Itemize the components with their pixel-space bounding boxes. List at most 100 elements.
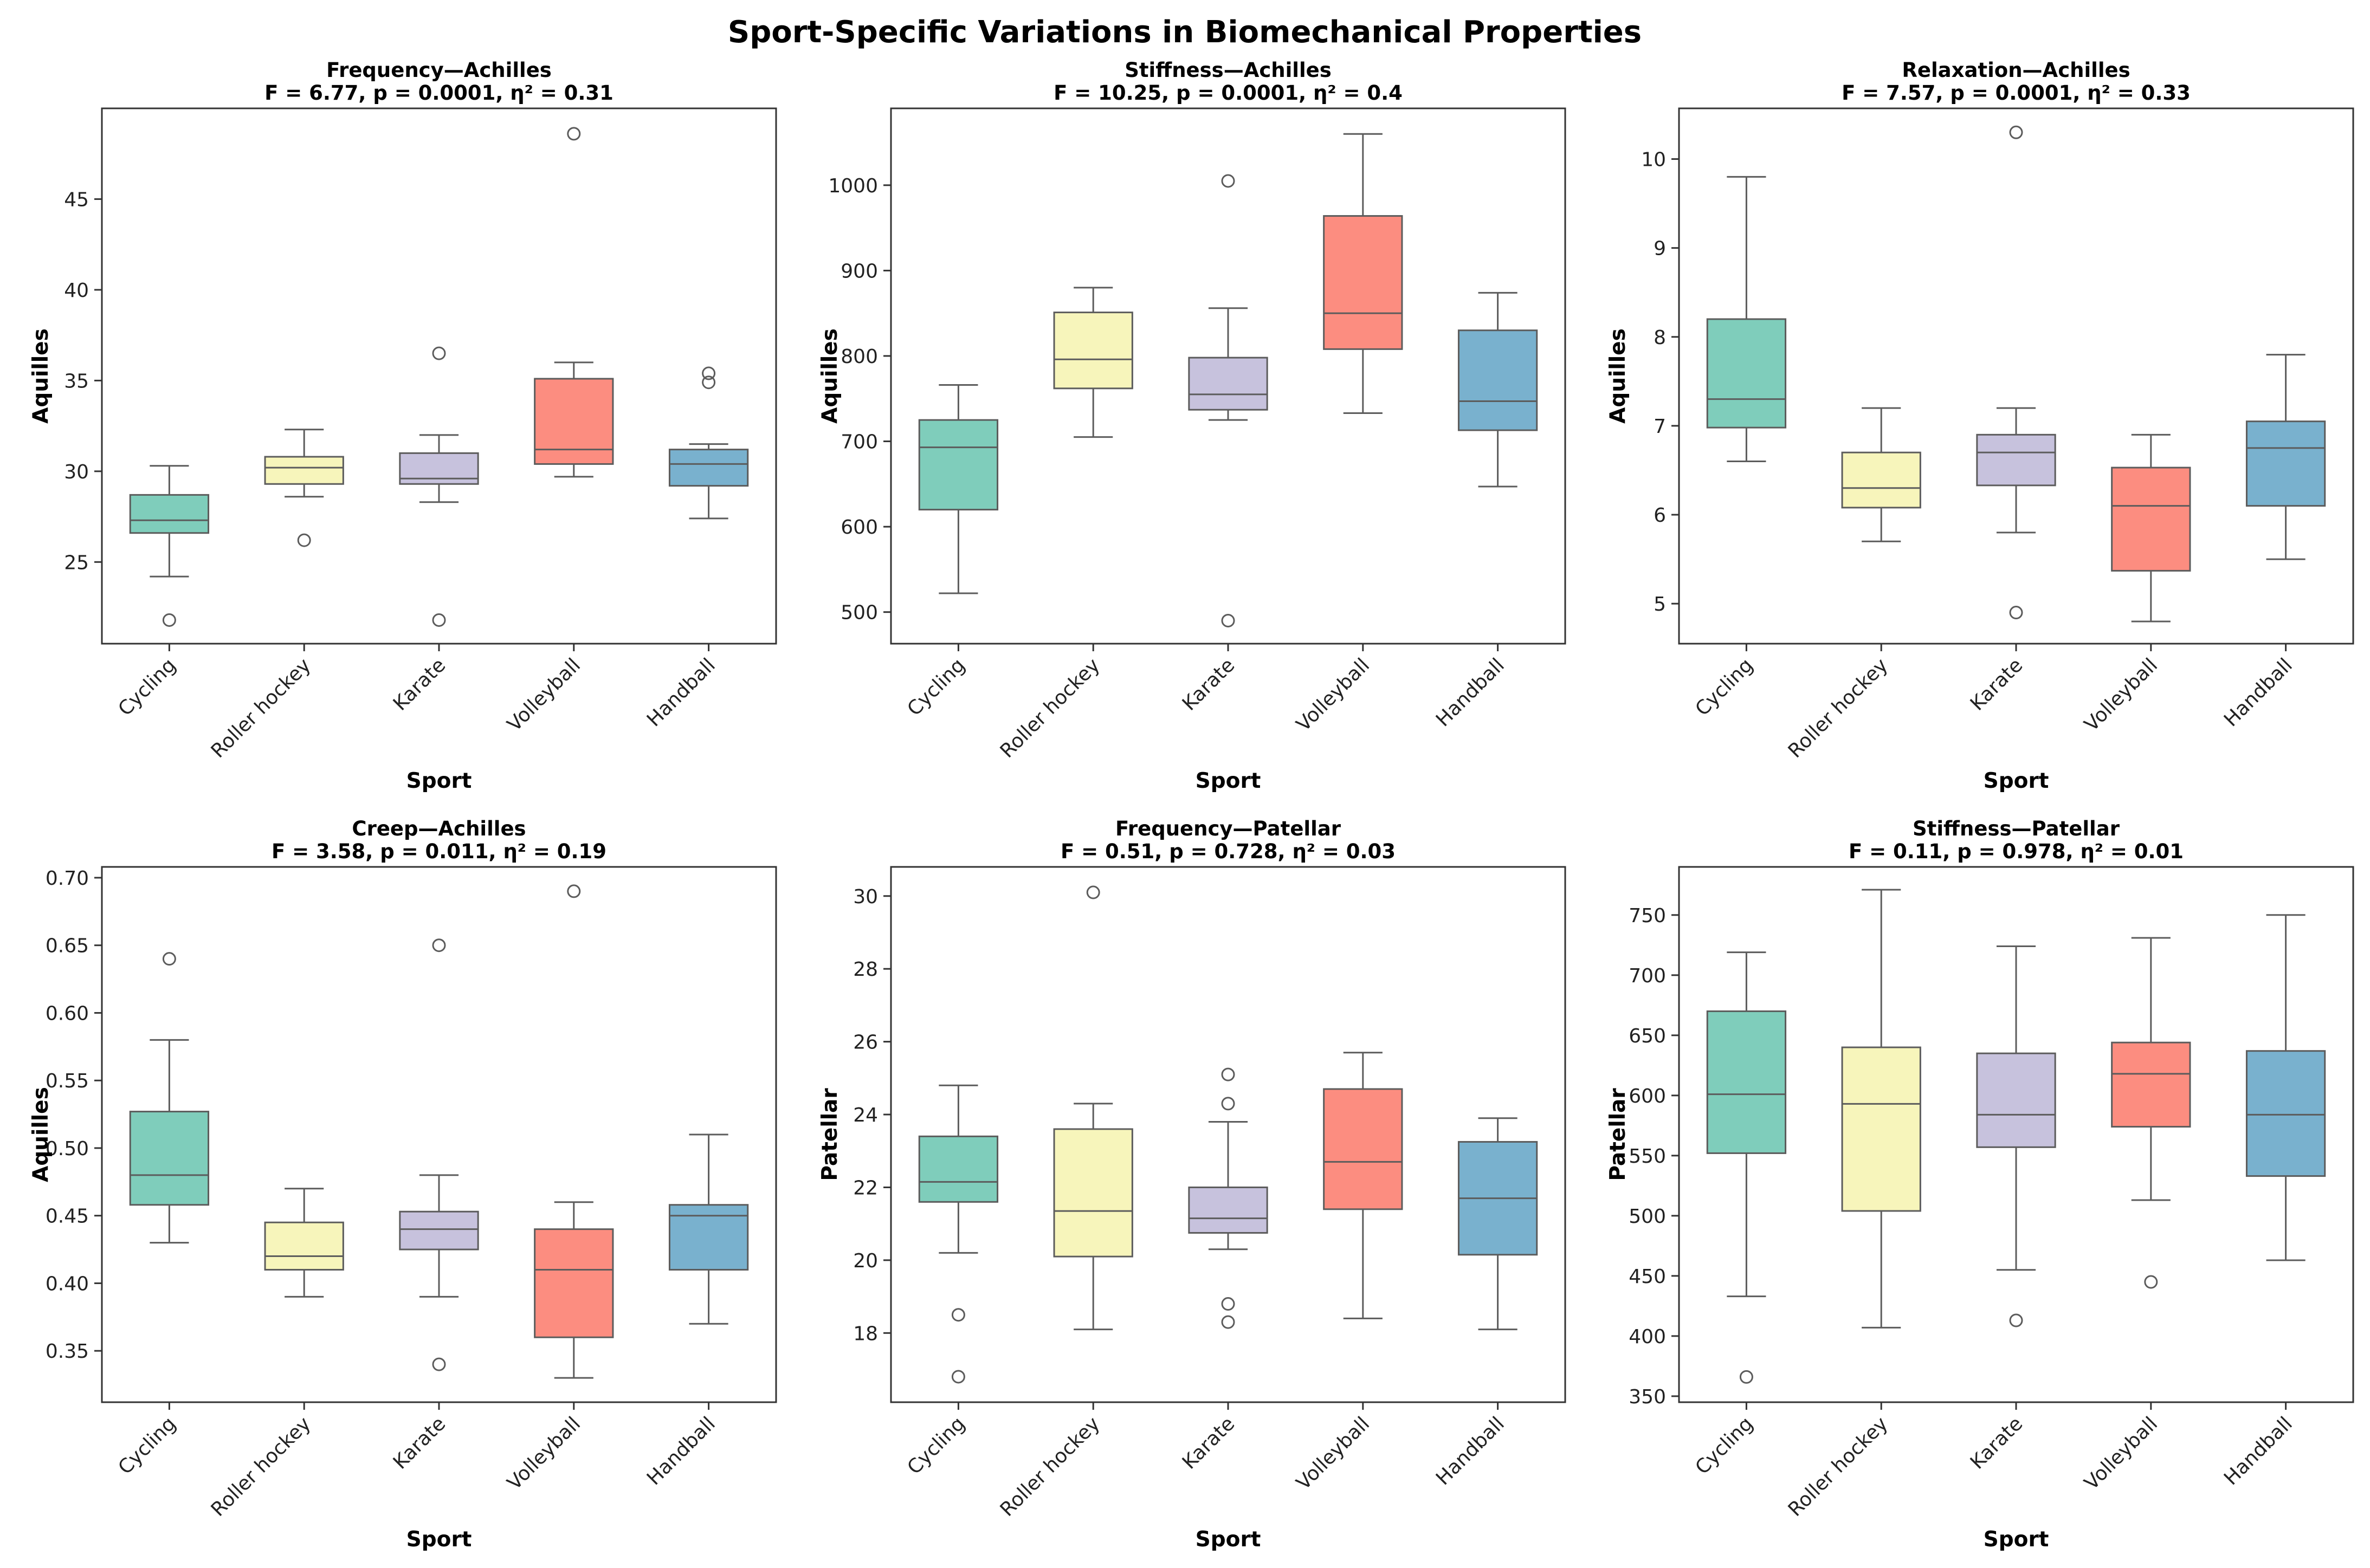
outlier-point — [702, 375, 716, 390]
box-iqr — [264, 456, 344, 485]
panel-title: Stiffness—Patellar — [1913, 817, 2120, 840]
panel-title: Stiffness—Achilles — [1125, 59, 1332, 82]
x-tick-label: Handball — [1432, 654, 1509, 731]
x-tick-label: Karate — [1966, 654, 2027, 715]
y-tick-label: 7 — [1654, 416, 1666, 438]
box-cycling — [918, 384, 999, 594]
box-karate — [1976, 945, 2056, 1327]
y-axis-label: Patellar — [818, 1088, 842, 1181]
box-iqr — [2111, 1041, 2191, 1128]
y-tick-label: 10 — [1641, 149, 1666, 171]
box-handball — [1457, 1117, 1538, 1331]
box-iqr — [2245, 1050, 2326, 1177]
y-tick-label: 20 — [853, 1250, 878, 1272]
y-tick-label: 24 — [853, 1104, 878, 1126]
y-tick-label: 700 — [841, 431, 878, 453]
box-iqr — [534, 378, 614, 465]
x-tick-label: Handball — [643, 1413, 720, 1489]
y-axis-label: Aquilles — [29, 1087, 53, 1182]
x-tick-label: Handball — [643, 654, 720, 731]
y-axis-label: Aquilles — [1606, 328, 1630, 424]
x-tick-label: Cycling — [114, 654, 180, 720]
box-roller-hockey — [1053, 287, 1133, 438]
box-karate — [1976, 125, 2056, 620]
box-cycling — [129, 952, 210, 1244]
outlier-point — [567, 127, 581, 141]
plot-frame — [101, 107, 777, 645]
box-handball — [1457, 291, 1538, 488]
x-tick-label: Cycling — [1691, 654, 1758, 720]
panel-subtitle: F = 0.51, p = 0.728, η² = 0.03 — [1061, 840, 1396, 863]
outlier-point — [432, 346, 446, 360]
outlier-point — [432, 938, 446, 953]
x-tick-label: Roller hockey — [1784, 654, 1893, 762]
box-roller-hockey — [1053, 885, 1133, 1331]
y-tick-label: 25 — [64, 552, 89, 574]
box-volleyball — [1323, 133, 1403, 414]
box-iqr — [399, 1210, 479, 1250]
box-iqr — [918, 419, 999, 511]
panel-title: Frequency—Achilles — [326, 59, 552, 82]
x-tick-label: Roller hockey — [996, 1413, 1105, 1521]
box-iqr — [1841, 451, 1921, 509]
y-tick-label: 35 — [64, 370, 89, 392]
y-tick-label: 800 — [841, 346, 878, 368]
box-iqr — [668, 1204, 749, 1271]
x-tick-label: Volleyball — [503, 1413, 585, 1494]
box-roller-hockey — [264, 429, 344, 547]
y-tick-label: 0.45 — [46, 1206, 89, 1228]
outlier-point — [951, 1370, 965, 1384]
box-iqr — [129, 494, 210, 534]
y-axis-label: Aquilles — [818, 328, 842, 424]
panel-subtitle: F = 6.77, p = 0.0001, η² = 0.31 — [264, 81, 614, 105]
y-tick-label: 0.70 — [46, 867, 89, 890]
y-tick-label: 30 — [853, 886, 878, 908]
y-tick-label: 28 — [853, 958, 878, 981]
box-iqr — [668, 449, 749, 487]
box-roller-hockey — [1841, 407, 1921, 542]
y-tick-label: 9 — [1654, 238, 1666, 260]
box-karate — [1188, 174, 1268, 627]
x-tick-label: Volleyball — [2080, 654, 2162, 736]
y-tick-label: 500 — [841, 602, 878, 624]
panel-title: Frequency—Patellar — [1115, 817, 1341, 840]
y-tick-label: 750 — [1629, 905, 1666, 927]
y-tick-label: 600 — [1629, 1085, 1666, 1107]
y-axis-label: Patellar — [1606, 1088, 1630, 1181]
y-tick-label: 26 — [853, 1032, 878, 1054]
x-tick-label: Handball — [2220, 654, 2297, 731]
box-iqr — [1976, 1052, 2056, 1148]
y-tick-label: 550 — [1629, 1145, 1666, 1168]
y-tick-label: 1000 — [828, 175, 878, 197]
box-volleyball — [534, 884, 614, 1379]
x-tick-label: Roller hockey — [207, 1413, 315, 1521]
box-roller-hockey — [264, 1188, 344, 1298]
box-cycling — [1706, 951, 1787, 1384]
box-iqr — [1188, 357, 1268, 411]
y-axis-label: Aquilles — [29, 328, 53, 424]
y-tick-label: 0.40 — [46, 1273, 89, 1295]
x-tick-label: Karate — [1966, 1413, 2027, 1474]
box-handball — [668, 1133, 749, 1325]
y-tick-label: 500 — [1629, 1206, 1666, 1228]
box-volleyball — [534, 127, 614, 478]
x-tick-label: Volleyball — [1292, 654, 1374, 736]
x-tick-label: Karate — [1178, 1413, 1239, 1474]
x-axis-label: Sport — [406, 1527, 472, 1552]
box-cycling — [1706, 176, 1787, 463]
x-tick-label: Karate — [389, 654, 450, 715]
outlier-point — [1221, 613, 1235, 627]
box-iqr — [918, 1135, 999, 1203]
box-roller-hockey — [1841, 889, 1921, 1329]
y-tick-label: 30 — [64, 461, 89, 483]
panel-title: Relaxation—Achilles — [1902, 59, 2130, 82]
y-tick-label: 45 — [64, 189, 89, 211]
panel-subtitle: F = 7.57, p = 0.0001, η² = 0.33 — [1842, 81, 2191, 105]
outlier-point — [432, 1357, 446, 1371]
y-tick-label: 600 — [841, 516, 878, 539]
